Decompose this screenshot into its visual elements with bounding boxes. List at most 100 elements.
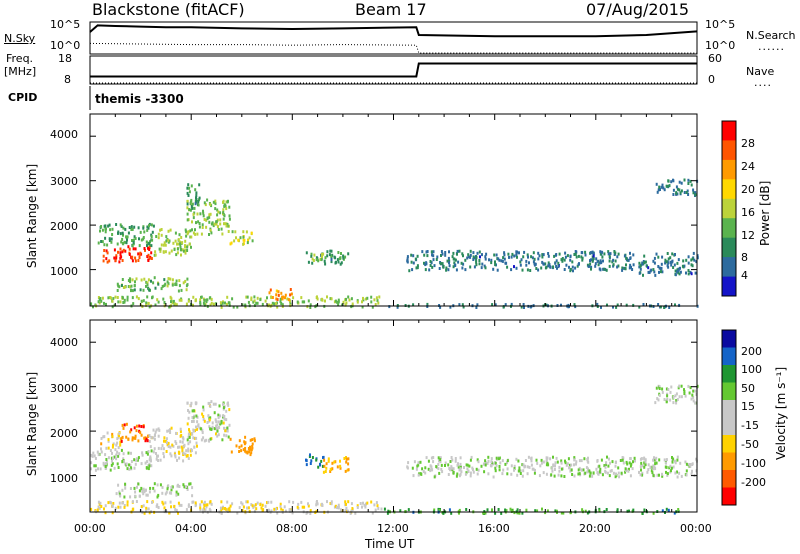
heat-cell	[247, 239, 249, 243]
heat-cell	[536, 509, 539, 513]
heat-cell	[452, 251, 455, 255]
heat-cell	[194, 228, 196, 232]
heat-cell	[130, 460, 133, 463]
heat-cell	[107, 296, 110, 300]
heat-cell	[622, 461, 625, 465]
heat-cell	[153, 489, 156, 493]
heat-cell	[344, 469, 347, 473]
heat-cell	[241, 303, 244, 307]
heat-cell	[495, 464, 498, 468]
heat-cell	[323, 458, 326, 462]
heat-cell	[209, 416, 212, 420]
heat-cell	[518, 466, 521, 470]
heat-cell	[676, 192, 679, 196]
heat-cell	[170, 249, 173, 253]
heat-cell	[547, 252, 550, 255]
heat-cell	[563, 258, 566, 262]
heat-cell	[669, 398, 672, 402]
heat-cell	[103, 249, 106, 252]
heat-cell	[665, 461, 667, 465]
heat-cell	[135, 424, 138, 428]
heat-cell	[580, 251, 583, 255]
heat-cell	[325, 466, 328, 470]
heat-cell	[632, 253, 635, 257]
heat-cell	[155, 457, 158, 461]
heat-cell	[612, 263, 615, 267]
heat-cell	[177, 242, 180, 246]
heat-cell	[165, 441, 168, 445]
heat-cell	[430, 250, 433, 254]
heat-cell	[197, 200, 200, 204]
heat-cell	[193, 436, 196, 440]
heat-cell	[191, 206, 194, 210]
heat-cell	[658, 387, 661, 390]
heat-cell	[99, 467, 102, 471]
heat-cell	[676, 261, 679, 265]
heat-cell	[677, 509, 680, 513]
heat-cell	[310, 459, 313, 463]
heat-cell	[683, 390, 686, 393]
heat-cell	[658, 385, 661, 389]
colorbar-swatch	[722, 140, 736, 161]
heat-cell	[161, 500, 164, 504]
heat-cell	[676, 270, 679, 274]
heat-cell	[556, 460, 559, 464]
heat-cell	[103, 435, 106, 439]
heat-cell	[169, 452, 172, 456]
heat-cell	[121, 435, 124, 439]
heat-cell	[129, 463, 132, 467]
heat-cell	[492, 475, 495, 479]
heat-cell	[292, 296, 295, 300]
heat-cell	[244, 435, 247, 439]
heat-cell	[667, 508, 670, 512]
heat-cell	[607, 252, 610, 256]
heat-cell	[459, 462, 462, 466]
heat-cell	[665, 260, 668, 264]
heat-cell	[503, 253, 506, 257]
heat-cell	[522, 469, 525, 473]
heat-cell	[328, 253, 331, 257]
heat-cell	[469, 255, 472, 259]
heat-cell	[411, 466, 414, 470]
heat-cell	[339, 459, 341, 463]
heat-cell	[121, 423, 124, 427]
heat-cell	[525, 259, 528, 263]
heat-cell	[123, 505, 126, 509]
heat-cell	[596, 459, 599, 463]
heat-cell	[215, 420, 218, 424]
line-nsky	[89, 24, 698, 38]
heat-cell	[128, 463, 130, 467]
heat-cell	[376, 299, 379, 303]
heat-cell	[105, 446, 108, 450]
heat-cell	[687, 463, 689, 467]
heat-cell	[279, 297, 282, 301]
heat-cell	[275, 297, 278, 301]
heat-cell	[555, 509, 558, 513]
heat-cell	[336, 258, 339, 262]
heat-cell	[456, 463, 459, 467]
heat-cell	[522, 255, 525, 259]
heat-cell	[547, 254, 550, 258]
heat-cell	[601, 473, 604, 477]
heat-cell	[115, 443, 118, 447]
heat-cell	[690, 397, 693, 401]
heat-cell	[115, 457, 118, 461]
heat-cell	[291, 511, 294, 515]
heat-cell	[142, 226, 145, 230]
heat-cell	[600, 305, 602, 309]
heat-cell	[147, 246, 149, 250]
heat-cell	[167, 282, 170, 286]
heat-cell	[685, 191, 688, 194]
heat-cell	[174, 302, 177, 306]
heat-cell	[525, 508, 528, 512]
heat-cell	[182, 281, 185, 285]
heat-cell	[317, 465, 320, 469]
heat-cell	[683, 178, 686, 182]
heat-cell	[517, 469, 520, 473]
heat-cell	[189, 440, 192, 444]
heat-cell	[235, 236, 237, 240]
heat-cell	[161, 491, 164, 495]
heat-cell	[169, 295, 172, 299]
heat-cell	[356, 506, 359, 509]
heat-cell	[122, 501, 124, 505]
